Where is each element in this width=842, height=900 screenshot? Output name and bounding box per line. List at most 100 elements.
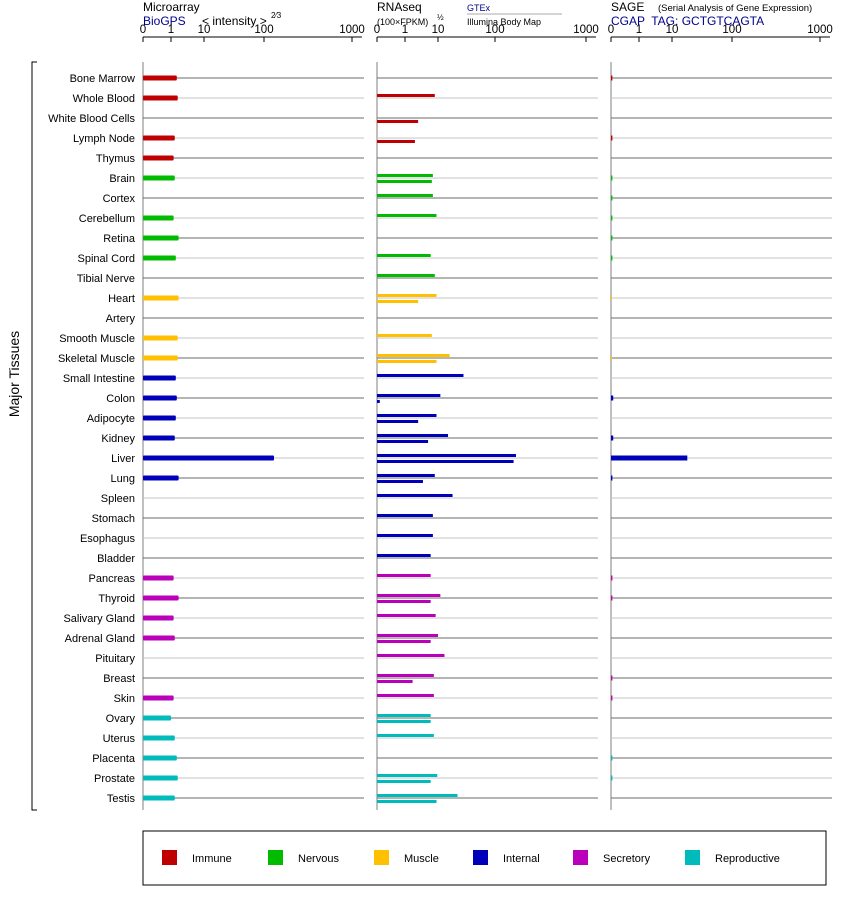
tissue-label: Bone Marrow xyxy=(70,73,135,85)
microarray-bar xyxy=(143,395,177,401)
tissue-label: Testis xyxy=(107,793,136,805)
sage-bar xyxy=(611,255,613,261)
microarray-tick-label: 0 xyxy=(140,24,146,36)
legend-item: Muscle xyxy=(374,850,439,865)
rnaseq-gtex-bar xyxy=(377,634,438,637)
tissue-label: Placenta xyxy=(92,753,136,765)
rnaseq-gtex-bar xyxy=(377,294,437,297)
sage-bar xyxy=(611,475,613,481)
microarray-bar xyxy=(143,355,178,361)
sage-bar xyxy=(611,435,614,441)
microarray-bar xyxy=(143,375,176,381)
rnaseq-gtex-bar xyxy=(377,594,441,597)
microarray-bar xyxy=(143,575,174,581)
microarray-bar xyxy=(143,795,175,801)
microarray-bar xyxy=(143,695,174,701)
tissue-label: Uterus xyxy=(103,733,136,745)
legend-item: Nervous xyxy=(268,850,339,865)
sage-bar xyxy=(611,695,613,701)
rnaseq-gtex-bar xyxy=(377,454,516,457)
legend-label: Immune xyxy=(192,853,232,865)
tissue-label: Skin xyxy=(114,693,135,705)
sage-bar xyxy=(611,455,688,461)
legend-swatch xyxy=(473,850,488,865)
bar-marks xyxy=(143,75,688,803)
sage-bar xyxy=(611,235,613,241)
microarray-panel: 0 1 10 100 1000 xyxy=(140,24,365,810)
rnaseq-gtex-bar xyxy=(377,554,431,557)
legend-box xyxy=(142,830,827,886)
rnaseq-gtex-bar xyxy=(377,174,433,177)
tissue-label: Pituitary xyxy=(95,653,135,665)
rnaseq-illumina-bar xyxy=(377,300,419,303)
legend-label: Reproductive xyxy=(715,853,780,865)
rnaseq-gtex-bar xyxy=(377,434,449,437)
sage-bar xyxy=(611,395,614,401)
tissue-label: Cerebellum xyxy=(79,213,135,225)
rnaseq-gtex-bar xyxy=(377,214,437,217)
sage-bar xyxy=(611,175,613,181)
sage-tick-label: 1000 xyxy=(807,24,833,36)
tissue-label: Ovary xyxy=(106,713,136,725)
sage-tick-label: 0 xyxy=(608,24,614,36)
microarray-header: Microarray BioGPS < intensity > 2⁄3 xyxy=(143,0,282,28)
legend-swatch xyxy=(268,850,283,865)
sage-tick-label: 10 xyxy=(666,24,679,36)
rnaseq-gtex-bar xyxy=(377,574,431,577)
microarray-scale-label: < intensity > xyxy=(202,14,267,28)
tissue-label: Skeletal Muscle xyxy=(58,353,135,365)
sage-title: SAGE xyxy=(611,0,644,14)
microarray-bar xyxy=(143,435,175,441)
rnaseq-gtex-bar xyxy=(377,334,432,337)
legend: Immune Nervous Muscle Internal Secretory Repr… xyxy=(142,830,827,886)
rnaseq-title: RNAseq xyxy=(377,0,422,14)
microarray-bar xyxy=(143,735,175,741)
microarray-bar xyxy=(143,235,179,241)
microarray-bar xyxy=(143,135,175,141)
tissue-label: Esophagus xyxy=(80,533,136,545)
tissue-label: Lymph Node xyxy=(73,133,135,145)
microarray-bar xyxy=(143,215,174,221)
tissue-label: Whole Blood xyxy=(73,93,135,105)
rnaseq-gtex-bar xyxy=(377,714,431,717)
microarray-bar xyxy=(143,715,171,721)
sage-header: SAGE (Serial Analysis of Gene Expression… xyxy=(611,0,812,28)
rnaseq-gtex-bar xyxy=(377,414,437,417)
tissue-label: Spleen xyxy=(101,493,135,505)
legend-item: Immune xyxy=(162,850,232,865)
rnaseq-illumina-bar xyxy=(377,600,431,603)
tissue-label: Brain xyxy=(109,173,135,185)
tissue-label: Spinal Cord xyxy=(78,253,135,265)
rnaseq-gtex-bar xyxy=(377,254,431,257)
microarray-bar xyxy=(143,175,175,181)
rnaseq-source-gtex: GTEx xyxy=(467,3,491,13)
tissue-label: Retina xyxy=(103,233,136,245)
rnaseq-gtex-bar xyxy=(377,474,435,477)
rnaseq-unit: (100×FPKM) xyxy=(377,17,428,27)
tissue-label: Adrenal Gland xyxy=(65,633,135,645)
sage-bar xyxy=(611,595,613,601)
rnaseq-illumina-bar xyxy=(377,400,380,403)
panel-axes: 0 1 10 100 1000 0 1 10 100 1000 0 1 10 100 1000 xyxy=(140,24,833,810)
tissue-rows: Bone Marrow Whole Blood White Blood Cells L… xyxy=(48,73,136,805)
rnaseq-gtex-bar xyxy=(377,614,436,617)
sage-tag: CGAP TAG: GCTGTCAGTA xyxy=(611,14,764,28)
tissue-label: Kidney xyxy=(101,433,135,445)
microarray-source: BioGPS xyxy=(143,14,186,28)
legend-label: Muscle xyxy=(404,853,439,865)
rnaseq-gtex-bar xyxy=(377,494,453,497)
rnaseq-source-illumina: Illumina Body Map xyxy=(467,17,541,27)
sage-bar xyxy=(611,215,613,221)
rnaseq-illumina-bar xyxy=(377,420,419,423)
rnaseq-illumina-bar xyxy=(377,120,419,123)
tissue-label: Salivary Gland xyxy=(63,613,135,625)
sage-bar xyxy=(611,575,613,581)
microarray-bar xyxy=(143,75,177,81)
rnaseq-gtex-bar xyxy=(377,794,458,797)
microarray-bar xyxy=(143,615,174,621)
rnaseq-illumina-bar xyxy=(377,360,437,363)
rnaseq-illumina-bar xyxy=(377,640,431,643)
legend-label: Internal xyxy=(503,853,540,865)
sage-subtitle: (Serial Analysis of Gene Expression) xyxy=(658,3,812,14)
rnaseq-illumina-bar xyxy=(377,440,429,443)
